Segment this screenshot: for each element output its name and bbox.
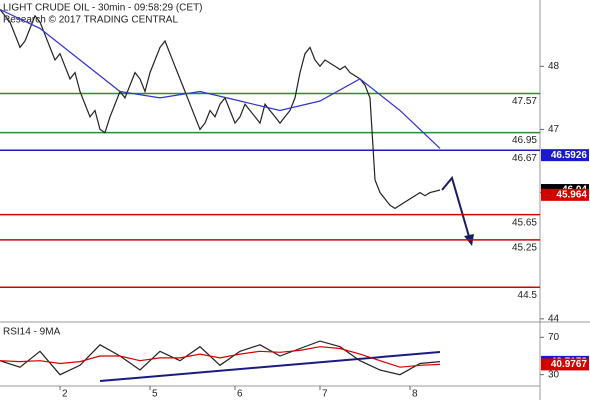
level-label: 45.65 (512, 217, 537, 228)
level-label: 46.67 (512, 153, 537, 164)
y-tick-label: 44 (548, 313, 560, 324)
series-line (0, 346, 441, 368)
y-tick-label: 30 (548, 369, 560, 380)
chart-title: LIGHT CRUDE OIL - 30min - 09:58:29 (CET) (3, 3, 203, 14)
price-tag (541, 149, 589, 162)
rsi-trend-line (99, 351, 441, 382)
y-tick-label: 48 (548, 61, 560, 72)
x-tick-label: 2 (62, 389, 68, 400)
x-tick-label: 7 (322, 389, 328, 400)
x-tick-label: 6 (237, 389, 243, 400)
price-tag-label: 45.964 (556, 189, 587, 200)
price-tag-label: 46.5926 (551, 150, 588, 161)
level-label: 45.25 (512, 243, 537, 254)
forecast-arrow (441, 175, 471, 241)
rsi-tag (541, 358, 589, 371)
x-tick-label: 5 (152, 389, 158, 400)
series-line (0, 340, 441, 376)
level-label: 44.5 (518, 290, 538, 301)
level-label: 46.95 (512, 135, 537, 146)
rsi-title: RSI14 - 9MA (3, 327, 61, 338)
chart-subtitle: Research © 2017 TRADING CENTRAL (3, 15, 178, 26)
rsi-tag-label: 40.9767 (551, 359, 588, 370)
series-line (0, 8, 441, 149)
price-line (0, 9, 441, 210)
price-tag (541, 188, 589, 201)
x-tick-label: 8 (412, 389, 418, 400)
y-tick-label: 47 (548, 124, 560, 135)
y-tick-label: 70 (548, 332, 560, 343)
level-label: 47.57 (512, 96, 537, 107)
